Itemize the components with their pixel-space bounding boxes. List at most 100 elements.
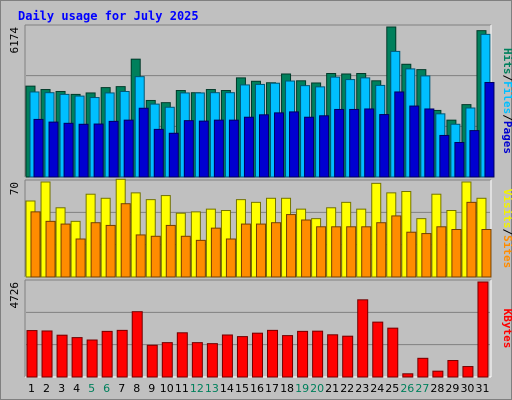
x-tick-label: 10 bbox=[160, 382, 174, 395]
bar-kbytes-day-13 bbox=[206, 343, 218, 378]
x-tick-label: 8 bbox=[133, 382, 140, 395]
bar-pages-day-30 bbox=[469, 130, 480, 178]
bar-pages-day-2 bbox=[48, 121, 59, 178]
x-tick-label: 26 bbox=[400, 382, 414, 395]
bar-kbytes-day-10 bbox=[161, 342, 173, 378]
x-tick-label: 12 bbox=[190, 382, 204, 395]
side-label-kbytes: KBytes bbox=[501, 309, 512, 349]
x-tick-label: 11 bbox=[175, 382, 189, 395]
side-label-separator: / bbox=[501, 114, 512, 121]
bar-kbytes-day-14 bbox=[221, 334, 233, 378]
x-tick-label: 29 bbox=[445, 382, 459, 395]
bar-sites-day-3 bbox=[60, 223, 71, 278]
bar-pages-day-25 bbox=[394, 91, 405, 178]
x-tick-label: 4 bbox=[73, 382, 80, 395]
bar-sites-day-5 bbox=[90, 222, 101, 278]
bar-kbytes-day-6 bbox=[101, 330, 113, 378]
chart-title: Daily usage for July 2025 bbox=[18, 9, 199, 23]
x-tick-label: 19 bbox=[295, 382, 309, 395]
bar-sites-day-10 bbox=[165, 224, 176, 278]
bar-kbytes-day-31 bbox=[477, 281, 489, 378]
x-tick-label: 25 bbox=[385, 382, 399, 395]
side-label-separator: / bbox=[501, 229, 512, 236]
bar-kbytes-day-5 bbox=[86, 339, 98, 378]
bar-sites-day-9 bbox=[150, 235, 161, 278]
bar-pages-day-29 bbox=[454, 142, 465, 178]
bar-sites-day-2 bbox=[45, 220, 56, 278]
x-tick-label: 27 bbox=[415, 382, 429, 395]
bar-kbytes-day-4 bbox=[71, 337, 83, 378]
bar-pages-day-8 bbox=[138, 107, 149, 178]
x-tick-label: 18 bbox=[280, 382, 294, 395]
y-max-label: 4726 bbox=[8, 282, 21, 309]
bar-kbytes-day-24 bbox=[372, 321, 384, 378]
panel-visits-sites: 70 Visits/Sites bbox=[8, 178, 512, 278]
bar-kbytes-day-7 bbox=[116, 329, 128, 378]
bar-kbytes-day-29 bbox=[447, 360, 459, 378]
bar-sites-day-23 bbox=[361, 226, 372, 278]
bar-pages-day-5 bbox=[93, 123, 104, 178]
side-label-sites: Sites bbox=[501, 235, 512, 268]
bar-sites-day-19 bbox=[301, 219, 312, 278]
bar-sites-day-13 bbox=[210, 227, 221, 278]
panel-side-labels: KBytes bbox=[501, 309, 512, 349]
bar-sites-day-7 bbox=[120, 203, 131, 278]
bar-kbytes-day-11 bbox=[176, 332, 188, 378]
bar-sites-day-20 bbox=[316, 226, 327, 278]
bar-sites-day-29 bbox=[451, 229, 462, 278]
bar-sites-day-25 bbox=[391, 215, 402, 278]
side-label-pages: Pages bbox=[501, 121, 512, 154]
bar-kbytes-day-16 bbox=[251, 332, 263, 378]
bar-kbytes-day-20 bbox=[312, 330, 324, 378]
x-tick-label: 5 bbox=[88, 382, 95, 395]
bar-sites-day-31 bbox=[481, 229, 492, 278]
bar-sites-day-22 bbox=[346, 226, 357, 278]
bar-kbytes-day-9 bbox=[146, 344, 158, 378]
bar-kbytes-day-19 bbox=[297, 330, 309, 378]
bar-sites-day-14 bbox=[225, 238, 236, 278]
panel-side-labels: Visits/Sites bbox=[501, 189, 512, 269]
bar-sites-day-18 bbox=[286, 214, 297, 278]
bar-pages-day-7 bbox=[123, 119, 134, 178]
series-kbytes bbox=[26, 281, 489, 378]
bar-kbytes-day-3 bbox=[56, 334, 68, 378]
bar-pages-day-24 bbox=[379, 114, 390, 178]
bar-sites-day-6 bbox=[105, 224, 116, 278]
bar-sites-day-30 bbox=[466, 201, 477, 278]
bar-pages-day-15 bbox=[243, 116, 254, 178]
bar-sites-day-11 bbox=[180, 235, 191, 278]
bar-kbytes-day-22 bbox=[342, 335, 354, 378]
bar-pages-day-6 bbox=[108, 120, 119, 178]
bar-pages-day-26 bbox=[409, 105, 420, 178]
bar-pages-day-19 bbox=[304, 116, 315, 178]
bar-kbytes-day-23 bbox=[357, 299, 369, 378]
side-label-separator: / bbox=[501, 75, 512, 82]
bar-pages-day-21 bbox=[334, 108, 345, 178]
bar-sites-day-21 bbox=[331, 226, 342, 278]
bar-pages-day-13 bbox=[213, 119, 224, 178]
x-tick-label: 7 bbox=[118, 382, 125, 395]
bar-pages-day-31 bbox=[484, 81, 495, 178]
x-tick-label: 23 bbox=[355, 382, 369, 395]
bar-kbytes-day-25 bbox=[387, 327, 399, 378]
bar-kbytes-day-21 bbox=[327, 334, 339, 378]
x-tick-label: 20 bbox=[310, 382, 324, 395]
x-tick-label: 31 bbox=[475, 382, 489, 395]
side-label-files: Files bbox=[501, 81, 512, 114]
x-tick-label: 2 bbox=[43, 382, 50, 395]
side-label-hits: Hits bbox=[501, 48, 512, 75]
bar-kbytes-day-17 bbox=[267, 329, 279, 378]
bar-sites-day-12 bbox=[195, 239, 206, 278]
bar-sites-day-15 bbox=[240, 223, 251, 278]
series-sites bbox=[30, 201, 492, 278]
bar-pages-day-17 bbox=[274, 112, 285, 178]
bar-pages-day-1 bbox=[33, 118, 44, 178]
bar-pages-day-27 bbox=[424, 108, 435, 178]
bar-kbytes-day-18 bbox=[282, 335, 294, 378]
y-max-label: 6174 bbox=[8, 27, 21, 54]
x-tick-label: 13 bbox=[205, 382, 219, 395]
bar-pages-day-10 bbox=[168, 132, 179, 178]
bar-kbytes-day-8 bbox=[131, 311, 143, 378]
bar-sites-day-17 bbox=[271, 222, 282, 278]
